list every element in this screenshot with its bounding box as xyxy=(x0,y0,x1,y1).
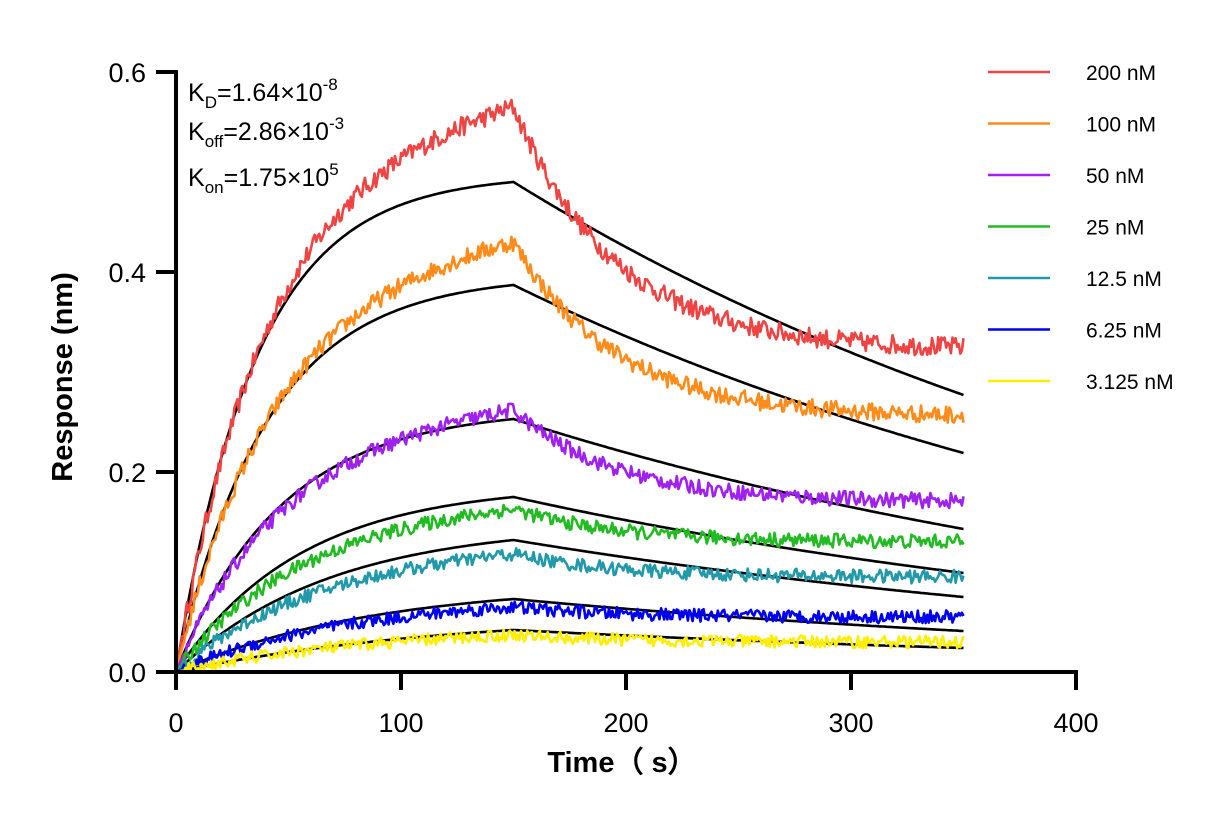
sensorgram-line xyxy=(174,503,965,673)
sensorgram-line xyxy=(174,98,965,673)
y-tick-label: 0.6 xyxy=(108,58,146,88)
sensorgram-curves xyxy=(174,98,965,674)
kd-constant: KD=1.64×10-8 xyxy=(188,75,338,112)
legend-label: 200 nM xyxy=(1086,62,1156,85)
x-axis-title: Time（ s） xyxy=(547,746,696,779)
y-tick-label: 0.4 xyxy=(108,258,146,288)
legend: 200 nM 100 nM 50 nM 25 nM 12.5 nM 6.25 nM 3.12… xyxy=(988,62,1174,394)
legend-label: 6.25 nM xyxy=(1086,320,1162,343)
axis-ticks: 0 100 200 300 400 0.0 0.2 0.4 0.6 xyxy=(108,58,1098,738)
fit-line xyxy=(175,597,964,674)
y-tick-label: 0.2 xyxy=(108,458,146,488)
legend-label: 100 nM xyxy=(1086,114,1156,137)
fit-line xyxy=(174,495,964,673)
legend-label: 25 nM xyxy=(1086,217,1144,240)
koff-constant: Koff=2.86×10-3 xyxy=(188,114,344,151)
legend-label: 50 nM xyxy=(1086,165,1144,188)
sensorgram-line xyxy=(175,628,965,674)
sensorgram-line xyxy=(175,600,965,674)
x-tick-label: 400 xyxy=(1053,708,1098,738)
x-tick-label: 200 xyxy=(603,708,648,738)
fit-line xyxy=(175,538,964,673)
legend-label: 3.125 nM xyxy=(1086,371,1174,394)
kon-constant: Kon=1.75×105 xyxy=(188,160,339,197)
sensorgram-line xyxy=(174,402,965,673)
sensorgram-line xyxy=(175,547,965,673)
legend-label: 12.5 nM xyxy=(1086,268,1162,291)
x-tick-label: 0 xyxy=(168,708,183,738)
kinetic-constants: KD=1.64×10-8 Koff=2.86×10-3 Kon=1.75×105 xyxy=(188,75,344,197)
sensorgram-line xyxy=(174,235,965,673)
y-tick-label: 0.0 xyxy=(108,658,146,688)
y-axis-title: Response (nm) xyxy=(47,272,79,481)
x-tick-label: 300 xyxy=(828,708,873,738)
x-tick-label: 100 xyxy=(378,708,423,738)
